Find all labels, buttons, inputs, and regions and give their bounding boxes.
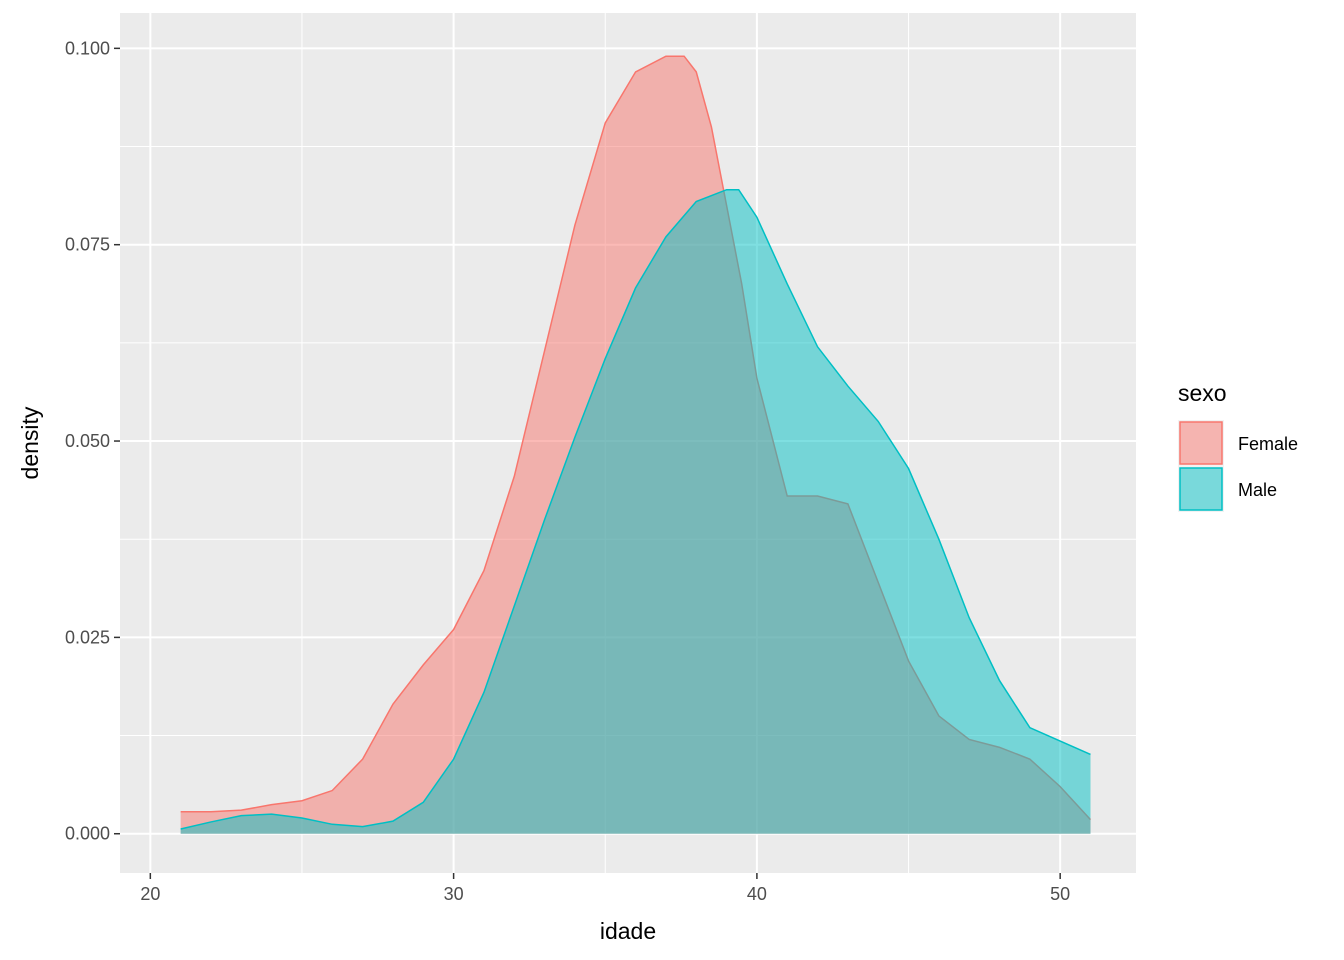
legend-key-male [1179,467,1223,511]
y-tick-label: 0.100 [65,38,110,58]
x-axis-title: idade [600,918,656,944]
x-tick-label: 20 [140,884,160,904]
density-area-male [180,189,1091,834]
y-axis: 0.000 0.025 0.050 0.075 0.100 [65,38,120,844]
legend-label-male: Male [1238,480,1277,500]
y-axis-title: density [17,406,43,479]
y-tick-label: 0.075 [65,235,110,255]
density-line-male [180,188,1091,830]
legend-title: sexo [1178,380,1227,406]
legend-label-female: Female [1238,434,1298,454]
density-areas [180,55,1092,834]
legend-items: Female Male [1178,420,1298,512]
x-tick-label: 50 [1050,884,1070,904]
y-tick-label: 0.025 [65,627,110,647]
legend: sexo Female Male [1178,380,1298,512]
legend-key-female [1179,421,1223,465]
x-axis: 20 30 40 50 [140,873,1070,904]
y-tick-label: 0.000 [65,824,110,844]
x-tick-label: 30 [444,884,464,904]
y-tick-label: 0.050 [65,431,110,451]
x-tick-label: 40 [747,884,767,904]
